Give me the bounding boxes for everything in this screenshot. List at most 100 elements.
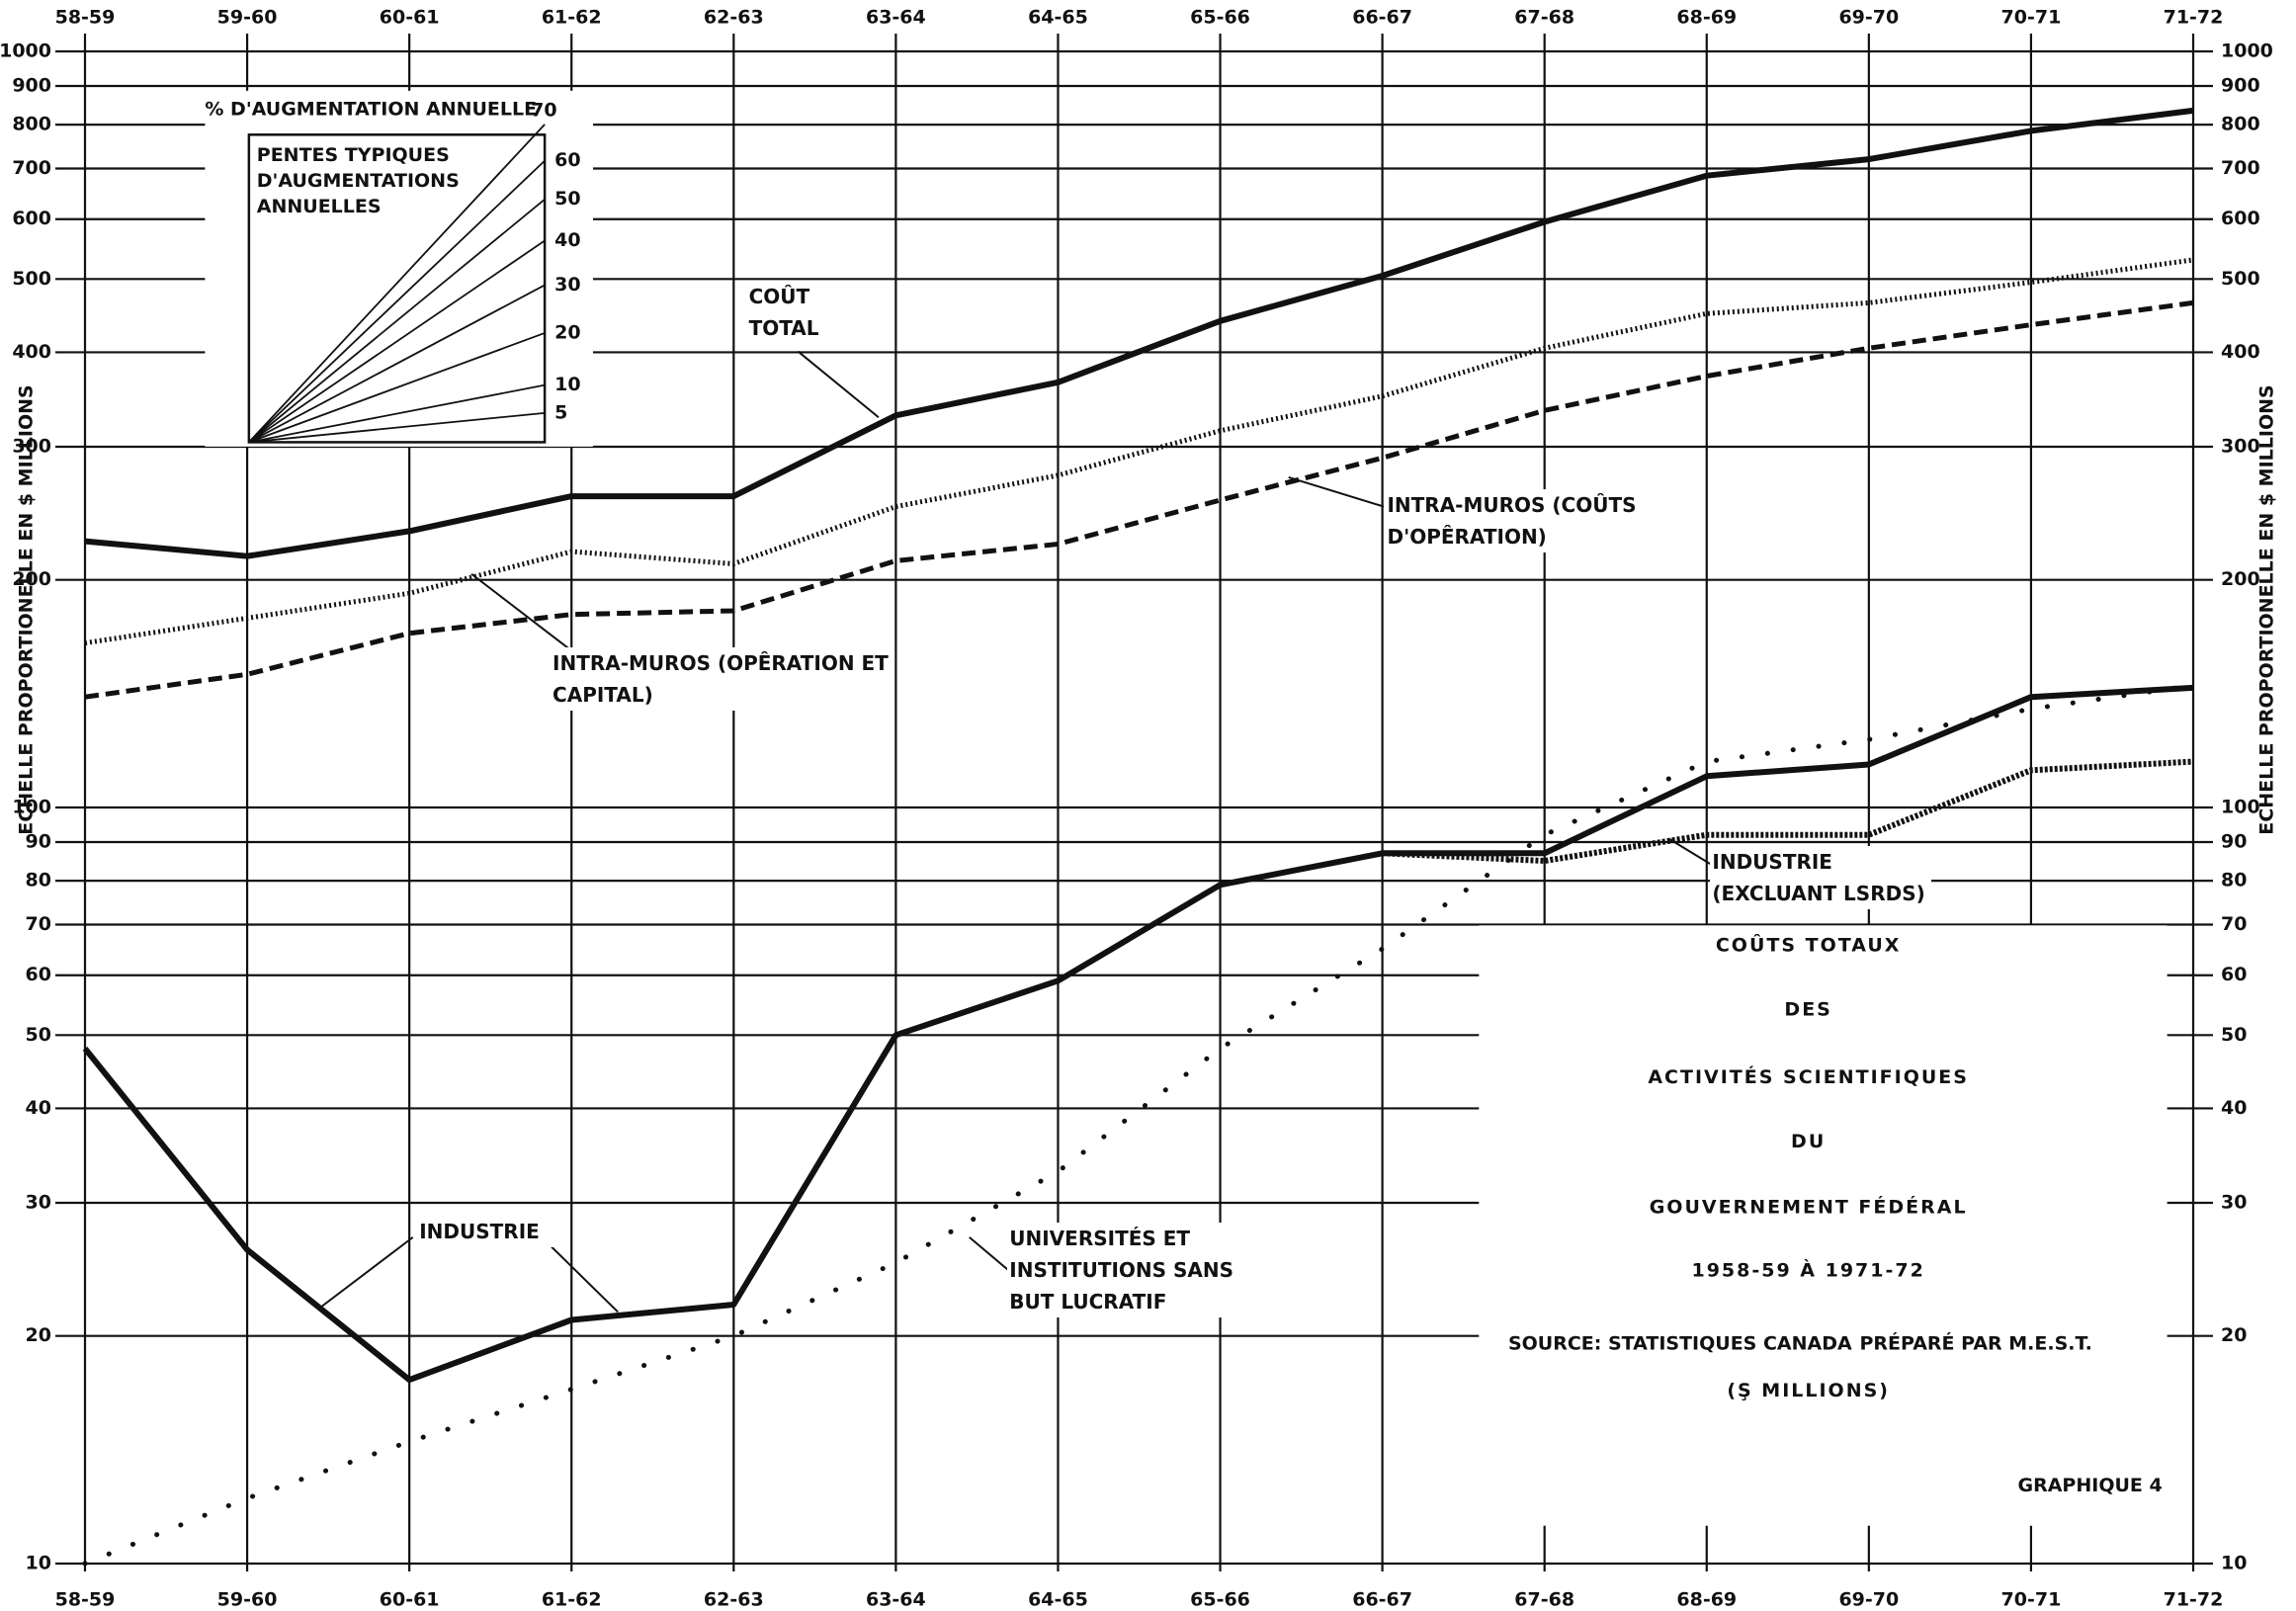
- y-tick-label: 900: [12, 75, 51, 97]
- slope-label: 30: [554, 274, 580, 296]
- y-tick-label: 20: [26, 1324, 51, 1346]
- x-tick-label-top: 66-67: [1352, 7, 1412, 29]
- y-tick-label-right: 70: [2221, 913, 2247, 935]
- chart-title: COÛTS TOTAUX: [1716, 933, 1902, 957]
- series-line: [82, 684, 2194, 1384]
- y-tick-label: 1000: [0, 41, 51, 62]
- series-label: COÛT TOTAL: [746, 281, 850, 345]
- y-tick-label-right: 400: [2221, 341, 2260, 363]
- y-tick-label-right: 700: [2221, 157, 2260, 179]
- chart-title: DU: [1791, 1131, 1826, 1152]
- x-tick-label-top: 65-66: [1190, 7, 1250, 29]
- series-line: [82, 683, 2196, 1567]
- chart-title: ACTIVITÉS SCIENTIFIQUES: [1648, 1065, 1969, 1088]
- inset-caption: PENTES TYPIQUES D'AUGMENTATIONS ANNUELLE…: [256, 143, 460, 217]
- series-line: [84, 257, 2194, 646]
- x-tick-label: 66-67: [1352, 1589, 1412, 1611]
- y-tick-label: 70: [26, 913, 51, 935]
- x-tick-label-top: 64-65: [1028, 7, 1088, 29]
- y-tick-label: 100: [12, 797, 51, 818]
- slope-line: [248, 332, 546, 444]
- x-tick-label: 63-64: [866, 1589, 926, 1611]
- series-label: UNIVERSITÉS ET INSTITUTIONS SANS BUT LUC…: [1007, 1223, 1269, 1318]
- x-tick-label-top: 63-64: [866, 7, 926, 29]
- slope-label: 40: [554, 229, 580, 251]
- leader-line: [470, 572, 579, 657]
- y-tick-label-right: 100: [2221, 797, 2260, 818]
- x-tick-label-top: 58-59: [55, 7, 116, 29]
- x-tick-label-top: 59-60: [217, 7, 278, 29]
- inset-title: % D'AUGMENTATION ANNUELLE: [205, 99, 537, 121]
- leader-line: [1668, 838, 1711, 865]
- y-tick-label: 80: [26, 870, 51, 891]
- chart-title: 1958-59 À 1971-72: [1691, 1258, 1924, 1281]
- x-tick-label-top: 60-61: [380, 7, 440, 29]
- series-label: INTRA-MUROS (COÛTS D'OPÊRATION): [1385, 488, 1647, 552]
- slope-label: 10: [554, 374, 580, 395]
- y-tick-label-right: 30: [2221, 1192, 2247, 1214]
- slope-line: [248, 284, 546, 444]
- chart-title: DES: [1784, 999, 1831, 1021]
- slope-label: 5: [554, 401, 567, 423]
- y-tick-label: 10: [26, 1553, 51, 1574]
- slope-label: 60: [554, 149, 580, 171]
- series-label: INDUSTRIE (EXCLUANT LSRDS): [1710, 846, 1932, 910]
- y-tick-label-right: 900: [2221, 75, 2260, 97]
- y-tick-label-right: 80: [2221, 870, 2247, 891]
- figure-label: GRAPHIQUE 4: [2018, 1475, 2163, 1496]
- chart-title: GOUVERNEMENT FÉDÉRAL: [1650, 1196, 1968, 1219]
- leader-line: [541, 1236, 619, 1314]
- series-line: [84, 107, 2194, 559]
- slope-line: [248, 411, 546, 444]
- y-tick-label-right: 600: [2221, 208, 2260, 229]
- y-tick-label: 400: [12, 341, 51, 363]
- slope-label: 70: [531, 99, 556, 121]
- x-tick-label-top: 70-71: [2001, 7, 2062, 29]
- x-tick-label: 59-60: [217, 1589, 278, 1611]
- inset-box: [247, 133, 547, 444]
- x-tick-label-top: 62-63: [704, 7, 764, 29]
- y-tick-label: 800: [12, 114, 51, 135]
- y-tick-label-right: 60: [2221, 964, 2247, 985]
- y-tick-label: 300: [12, 436, 51, 458]
- slope-line: [248, 159, 546, 444]
- leader-line: [797, 350, 880, 419]
- x-tick-label: 64-65: [1028, 1589, 1088, 1611]
- slope-line: [248, 199, 546, 444]
- x-tick-label-top: 69-70: [1838, 7, 1899, 29]
- y-tick-label-right: 800: [2221, 114, 2260, 135]
- y-tick-label-right: 500: [2221, 268, 2260, 290]
- y-tick-label-right: 40: [2221, 1097, 2247, 1119]
- title-background: [1479, 925, 2168, 1526]
- x-tick-label-top: 61-62: [542, 7, 602, 29]
- y-tick-label: 50: [26, 1024, 51, 1046]
- y-tick-label: 40: [26, 1097, 51, 1119]
- y-tick-label-right: 200: [2221, 568, 2260, 590]
- x-tick-label: 68-69: [1676, 1589, 1737, 1611]
- y-tick-label: 200: [12, 568, 51, 590]
- prepared-by: PRÉPARÉ PAR M.E.S.T.: [1860, 1332, 2092, 1355]
- subtitle: (Ş MILLIONS): [1727, 1380, 1890, 1401]
- slope-line: [248, 239, 546, 444]
- y-tick-label-right: 1000: [2221, 41, 2273, 62]
- y-tick-label: 700: [12, 157, 51, 179]
- y-axis-title-right: ECHELLE PROPORTIONELLE EN $ MILLIONS: [2256, 384, 2278, 834]
- x-tick-label: 60-61: [380, 1589, 440, 1611]
- source: SOURCE: STATISTIQUES CANADA: [1508, 1333, 1852, 1355]
- leader-line: [321, 1236, 414, 1308]
- x-tick-label: 67-68: [1514, 1589, 1574, 1611]
- y-tick-label: 600: [12, 208, 51, 229]
- x-tick-label: 65-66: [1190, 1589, 1250, 1611]
- slope-line: [248, 124, 546, 444]
- y-tick-label-right: 90: [2221, 831, 2247, 853]
- series-label: INDUSTRIE: [417, 1215, 560, 1247]
- y-tick-label: 60: [26, 964, 51, 985]
- series-line: [1382, 758, 2194, 864]
- x-tick-label: 71-72: [2164, 1589, 2224, 1611]
- x-tick-label-top: 68-69: [1676, 7, 1737, 29]
- y-tick-label-right: 10: [2221, 1553, 2247, 1574]
- x-tick-label: 62-63: [704, 1589, 764, 1611]
- y-tick-label-right: 300: [2221, 436, 2260, 458]
